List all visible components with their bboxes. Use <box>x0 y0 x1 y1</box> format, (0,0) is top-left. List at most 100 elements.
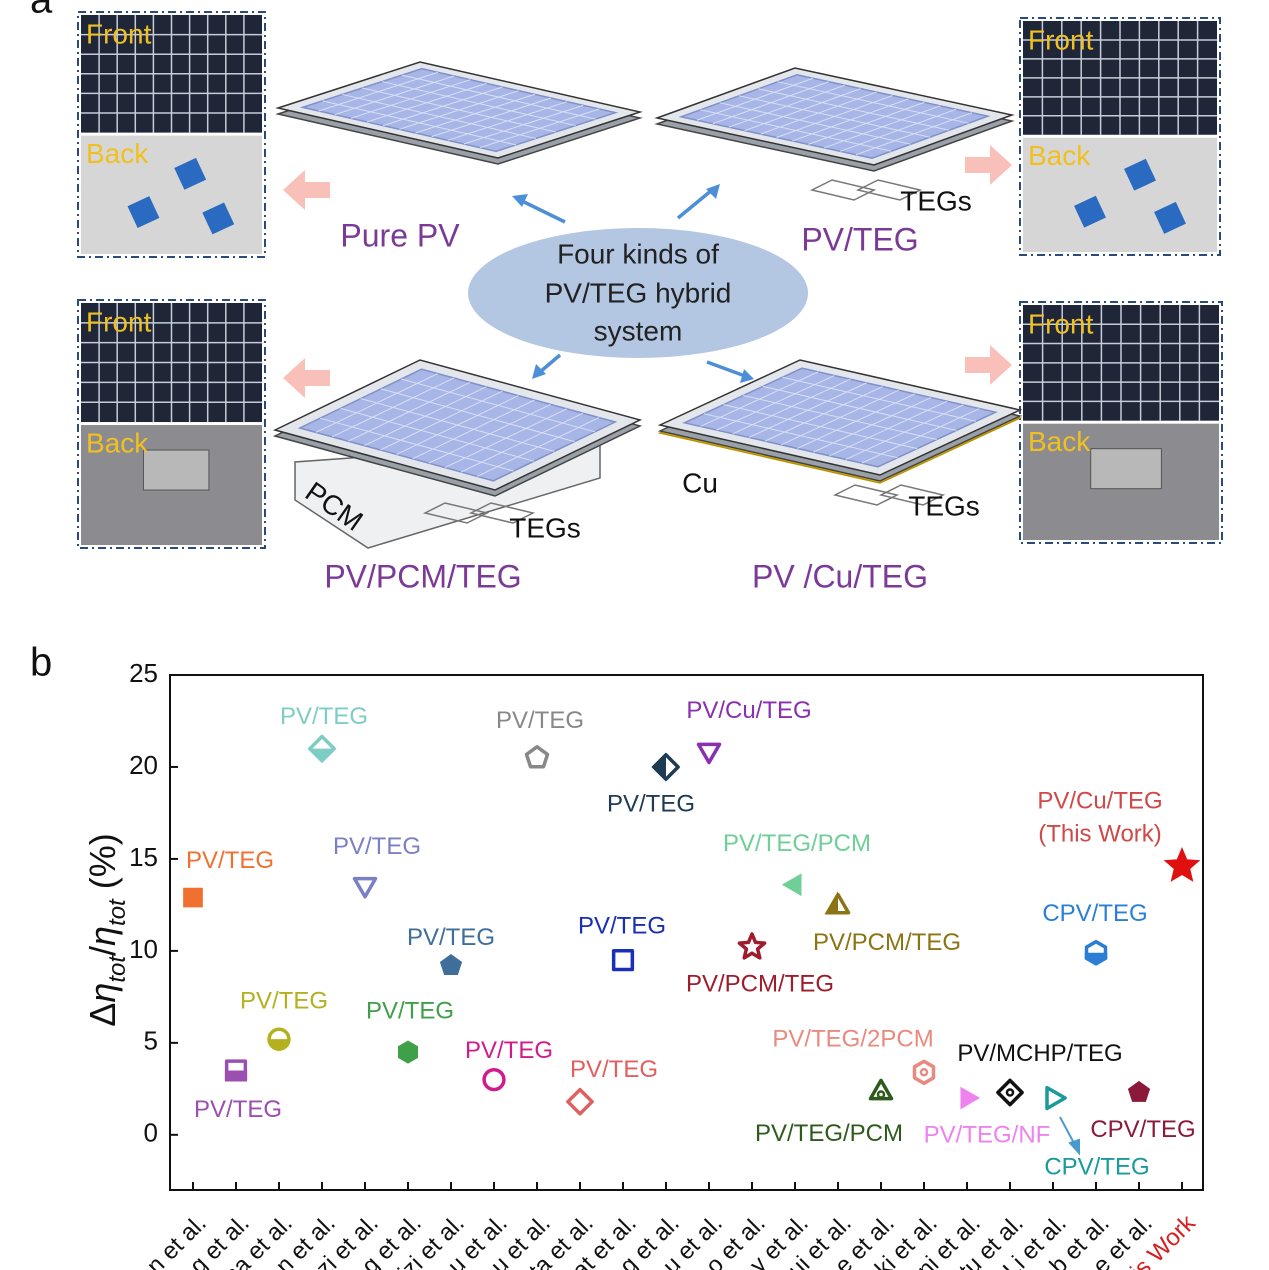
photo-border <box>77 11 266 258</box>
point-label: CPV/TEG <box>1090 1116 1195 1143</box>
point-label: PV/PCM/TEG <box>686 971 834 998</box>
pcm-pack <box>1090 448 1162 490</box>
marker-dot <box>876 1090 886 1099</box>
photo-border <box>1019 17 1221 256</box>
data-point <box>781 873 802 897</box>
data-point <box>651 752 680 782</box>
point-label: PV/TEG <box>570 1056 658 1083</box>
data-point <box>566 1087 594 1116</box>
y-label-part: η <box>82 983 123 1003</box>
marker <box>611 948 635 972</box>
cell-line <box>381 81 576 127</box>
marker <box>482 1068 506 1092</box>
center-text: PV/TEG hybrid <box>545 277 732 308</box>
cell-line <box>401 378 596 433</box>
photo: Front Back <box>77 11 266 258</box>
y-tick-label: 15 <box>129 842 158 872</box>
center-text: Four kinds of <box>557 238 719 269</box>
y-tick-label: 5 <box>144 1026 158 1056</box>
point-label: PV/TEG <box>280 703 368 730</box>
point-label: PV/TEG <box>186 847 274 874</box>
marker <box>352 876 378 899</box>
center-ellipse <box>468 228 808 358</box>
data-point <box>224 1059 248 1082</box>
cell-line <box>700 109 892 152</box>
data-point <box>737 932 767 960</box>
marker-half <box>307 748 337 764</box>
part-label: Cu <box>682 467 718 498</box>
teg <box>202 202 235 235</box>
y-label-part: (%) <box>82 833 123 899</box>
teg-outline <box>468 502 536 524</box>
data-point <box>1045 1085 1067 1111</box>
point-label: PV/TEG <box>240 988 328 1015</box>
marker <box>439 953 463 975</box>
data-point <box>1163 847 1201 882</box>
cell-line <box>719 102 911 145</box>
data-point <box>996 1078 1024 1107</box>
photo: Front Back <box>1019 17 1221 256</box>
y-tick-label: 25 <box>129 658 158 688</box>
marker-half <box>824 891 838 915</box>
teg-outline <box>855 179 923 201</box>
cell-line <box>762 385 957 431</box>
cell-line <box>703 413 898 459</box>
panel-label: b <box>30 641 52 685</box>
label-arrow <box>1059 1116 1080 1156</box>
point-label: PV/TEG <box>366 997 454 1024</box>
data-point <box>267 1027 291 1051</box>
data-point <box>696 742 722 765</box>
cell-line <box>340 407 535 462</box>
marker-half <box>224 1070 248 1082</box>
point-label: PV/TEG <box>496 707 584 734</box>
marker <box>524 745 550 769</box>
point-label: PV/TEG/PCM <box>755 1120 903 1147</box>
system-name: PV/TEG <box>801 221 918 257</box>
photo-label: Front <box>86 18 152 49</box>
cell-line <box>401 74 596 120</box>
system-name: PV/PCM/TEG <box>324 558 521 594</box>
marker <box>1045 1085 1067 1111</box>
data-point <box>524 745 550 769</box>
photo-border <box>1019 301 1223 544</box>
cell-line <box>758 88 950 131</box>
cell-line <box>782 376 977 422</box>
point-label: CPV/TEG <box>1044 1153 1149 1180</box>
pv-panel <box>272 359 643 497</box>
marker <box>912 1059 936 1086</box>
point-label: PV/TEG <box>578 912 666 939</box>
plot-frame <box>169 674 1204 1191</box>
data-point <box>482 1068 506 1092</box>
blue-arrows <box>512 184 754 383</box>
data-point <box>352 876 378 899</box>
marker <box>1127 1080 1151 1102</box>
photo-label: Front <box>86 306 152 337</box>
teg <box>1124 158 1156 191</box>
point-label: PV/TEG/PCM <box>723 830 871 857</box>
marker <box>781 873 802 897</box>
point-label: PV/Cu/TEG <box>686 697 811 724</box>
panel-a: a Front Back Front Back Front Back Front Back F… <box>30 0 1223 594</box>
data-point <box>307 734 337 764</box>
teg <box>174 157 207 190</box>
data-point <box>960 1086 981 1110</box>
teg <box>1074 195 1106 228</box>
data-point <box>439 953 463 975</box>
cell-line <box>319 417 514 472</box>
teg-outline <box>878 484 946 506</box>
pcm-pack <box>142 449 210 491</box>
pv-panel <box>275 61 643 165</box>
photo-label: Back <box>1028 426 1091 457</box>
marker-half <box>651 752 666 782</box>
photo-label: Back <box>86 427 149 458</box>
marker <box>960 1086 981 1110</box>
point-label: PV/TEG <box>194 1096 282 1123</box>
center-text: system <box>594 315 683 346</box>
marker <box>1163 847 1201 882</box>
cell-line <box>360 398 555 452</box>
y-label-part: / <box>82 946 123 956</box>
photo-back <box>81 135 262 254</box>
cell-line <box>322 100 517 146</box>
pv-panel <box>654 67 1015 172</box>
system-name: Pure PV <box>340 217 460 253</box>
